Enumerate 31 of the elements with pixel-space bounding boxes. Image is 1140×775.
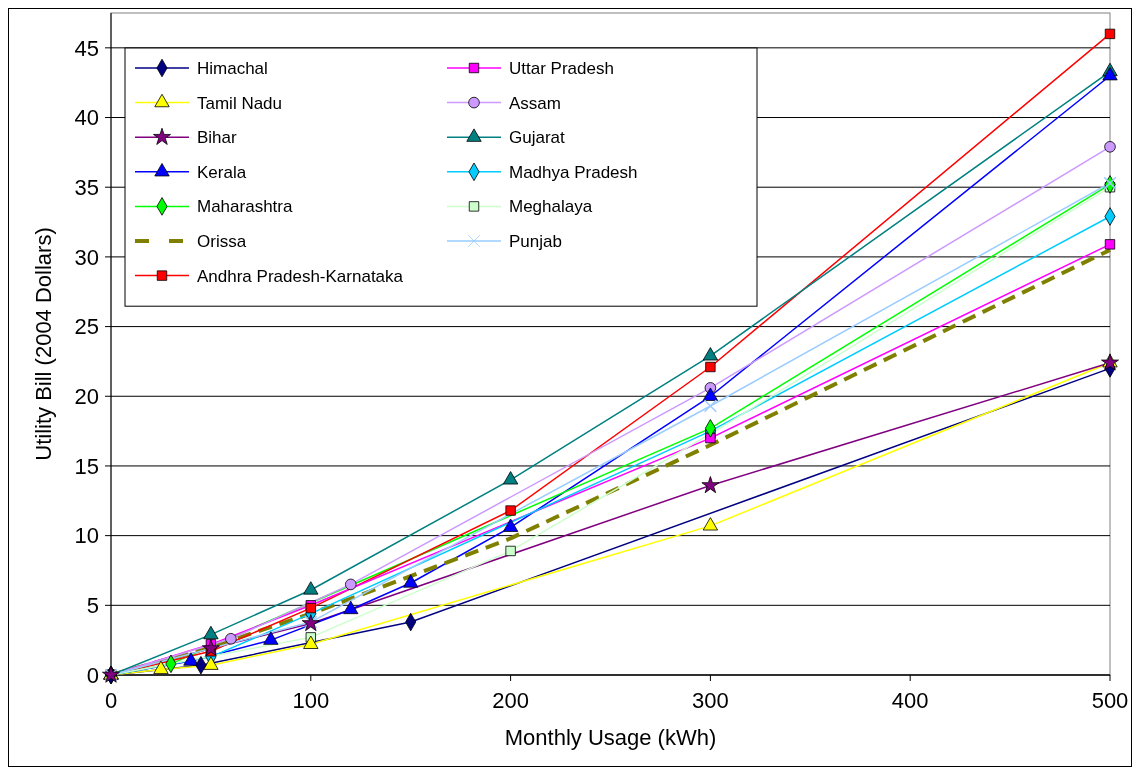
x-tick-label: 0	[104, 688, 118, 713]
legend-label: Assam	[509, 93, 561, 113]
legend-label: Tamil Nadu	[197, 93, 283, 113]
y-tick-label: 15	[74, 453, 99, 479]
legend-label: Madhya Pradesh	[509, 162, 638, 182]
y-tick-label: 25	[74, 314, 99, 340]
y-tick-label: 45	[74, 35, 99, 61]
legend-label: Orissa	[197, 231, 247, 251]
x-tick-label: 400	[891, 688, 929, 713]
x-axis-title: Monthly Usage (kWh)	[504, 725, 717, 750]
legend-label: Maharashtra	[197, 197, 293, 217]
y-tick-label: 5	[86, 593, 99, 619]
legend-label: Punjab	[509, 231, 562, 251]
y-tick-label: 20	[74, 383, 99, 409]
legend-label: Gujarat	[509, 128, 566, 148]
x-tick-label: 100	[292, 688, 330, 713]
legend-label: Meghalaya	[509, 197, 593, 217]
y-tick-label: 40	[74, 105, 99, 131]
x-tick-label: 500	[1091, 688, 1129, 713]
x-tick-label: 200	[492, 688, 529, 713]
x-tick-label: 300	[692, 688, 729, 713]
legend-label: Andhra Pradesh-Karnataka	[197, 266, 404, 286]
y-tick-label: 10	[74, 523, 99, 549]
legend-label: Bihar	[197, 128, 238, 148]
y-axis-title: Utility Bill (2004 Dollars)	[31, 227, 56, 461]
y-tick-label: 30	[74, 244, 99, 270]
legend-label: Uttar Pradesh	[509, 58, 614, 78]
legend-label: Himachal	[197, 58, 268, 78]
legend-label: Kerala	[197, 162, 247, 182]
y-tick-label: 0	[86, 662, 99, 688]
y-tick-label: 35	[74, 174, 99, 200]
